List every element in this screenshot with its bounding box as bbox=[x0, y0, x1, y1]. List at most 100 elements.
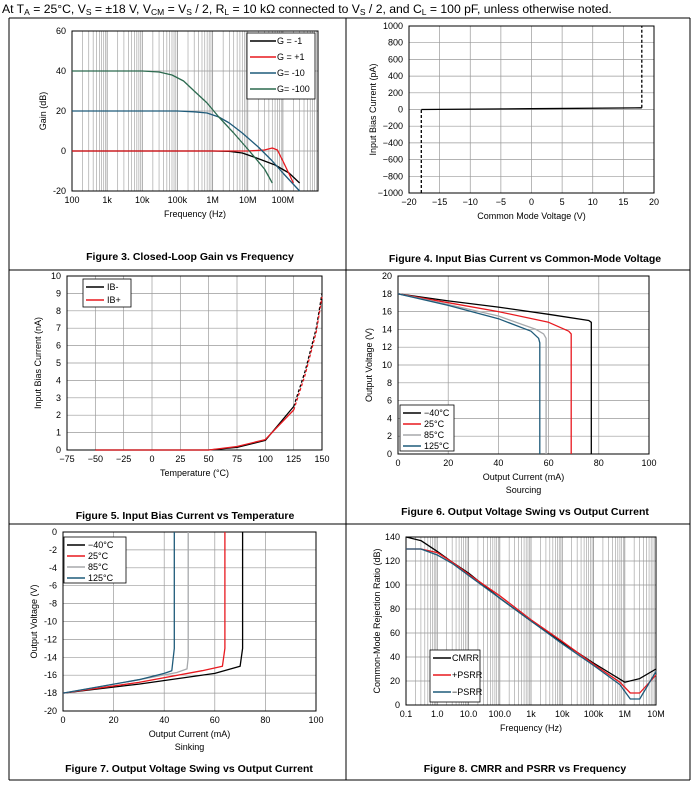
fig8-legend-label: +PSRR bbox=[452, 670, 483, 680]
fig3-xtick-label: 1k bbox=[102, 195, 112, 205]
fig8-series-line--psrr bbox=[406, 548, 657, 700]
fig8-xtick-label: 1M bbox=[618, 709, 631, 719]
fig4-ytick-label: 0 bbox=[398, 105, 403, 115]
fig4-ytick-label: 400 bbox=[388, 71, 403, 81]
fig7-xtick-label: 60 bbox=[210, 715, 220, 725]
fig6-ytick-label: 12 bbox=[382, 342, 392, 352]
fig7-xsublabel: Sinking bbox=[175, 742, 205, 752]
fig6-ytick-label: 10 bbox=[382, 360, 392, 370]
fig3-legend-label: G= -10 bbox=[277, 68, 305, 78]
fig8-xtick-label: 10M bbox=[647, 709, 665, 719]
fig7-ytick-label: -18 bbox=[44, 688, 57, 698]
fig3-caption: Figure 3. Closed-Loop Gain vs Frequency bbox=[86, 251, 294, 263]
fig7-xtick-label: 40 bbox=[159, 715, 169, 725]
fig7-ytick-label: 0 bbox=[52, 527, 57, 537]
fig7-ytick-label: -8 bbox=[49, 599, 57, 609]
fig6-ytick-label: 0 bbox=[387, 449, 392, 459]
fig5-xtick-label: 50 bbox=[204, 454, 214, 464]
fig4-ytick-label: −600 bbox=[383, 155, 403, 165]
fig6-xtick-label: 40 bbox=[493, 458, 503, 468]
fig5-legend-label: IB+ bbox=[107, 295, 121, 305]
fig6-ytick-label: 6 bbox=[387, 396, 392, 406]
fig4-series-group bbox=[420, 26, 643, 193]
fig4-xtick-label: −20 bbox=[401, 197, 416, 207]
fig3-series-line-g-100 bbox=[72, 70, 273, 184]
fig7-xtick-label: 0 bbox=[60, 715, 65, 725]
fig8-xtick-label: 100.0 bbox=[488, 709, 511, 719]
fig7-ytick-label: -6 bbox=[49, 581, 57, 591]
fig5-ytick-label: 8 bbox=[56, 306, 61, 316]
fig6-xtick-label: 60 bbox=[544, 458, 554, 468]
fig5-xtick-label: −75 bbox=[59, 454, 74, 464]
fig3-series-line-g-1 bbox=[72, 147, 294, 184]
fig4-xlabel: Common Mode Voltage (V) bbox=[477, 211, 586, 221]
fig6-ytick-label: 4 bbox=[387, 413, 392, 423]
fig5-ytick-label: 6 bbox=[56, 341, 61, 351]
fig5-ytick-label: 10 bbox=[51, 271, 61, 281]
fig7-ylabel: Output Voltage (V) bbox=[29, 584, 39, 658]
fig7-ytick-label: -2 bbox=[49, 545, 57, 555]
fig5-xtick-label: 100 bbox=[258, 454, 273, 464]
fig6-ytick-label: 18 bbox=[382, 289, 392, 299]
fig4-xtick-label: 0 bbox=[529, 197, 534, 207]
fig6-plot-frame bbox=[397, 275, 650, 455]
fig5-ytick-label: 2 bbox=[56, 410, 61, 420]
fig4-ytick-label: −1000 bbox=[378, 188, 403, 198]
fig5-ytick-label: 9 bbox=[56, 288, 61, 298]
fig3-ylabel: Gain (dB) bbox=[38, 92, 48, 131]
fig6-series-line--40-c bbox=[398, 293, 592, 454]
fig8-ytick-label: 40 bbox=[390, 652, 400, 662]
fig3-series-group bbox=[72, 70, 301, 192]
fig3-xtick-label: 100k bbox=[168, 195, 188, 205]
fig8-ytick-label: 80 bbox=[390, 604, 400, 614]
fig4-xtick-label: 10 bbox=[588, 197, 598, 207]
fig6-legend-label: 25°C bbox=[424, 419, 445, 429]
fig6-xsublabel: Sourcing bbox=[506, 485, 542, 495]
fig8-xtick-label: 10.0 bbox=[460, 709, 478, 719]
fig6-xtick-label: 80 bbox=[594, 458, 604, 468]
fig5-caption: Figure 5. Input Bias Current vs Temperat… bbox=[76, 510, 295, 522]
fig6-xtick-label: 100 bbox=[641, 458, 656, 468]
fig6-ytick-label: 8 bbox=[387, 378, 392, 388]
fig6-series-group bbox=[398, 293, 592, 454]
fig7-ytick-label: -10 bbox=[44, 617, 57, 627]
fig5-xtick-label: −50 bbox=[88, 454, 103, 464]
fig7-caption: Figure 7. Output Voltage Swing vs Output… bbox=[65, 763, 313, 775]
fig8-legend-label: CMRR bbox=[452, 653, 479, 663]
fig6-legend-label: 125°C bbox=[424, 441, 450, 451]
fig3-ytick-label: 40 bbox=[56, 66, 66, 76]
fig5-ytick-label: 4 bbox=[56, 375, 61, 385]
fig8-xtick-label: 1.0 bbox=[431, 709, 444, 719]
fig4-ytick-label: 800 bbox=[388, 38, 403, 48]
fig7-xtick-label: 80 bbox=[260, 715, 270, 725]
fig3-legend-label: G = +1 bbox=[277, 52, 305, 62]
fig8-ytick-label: 60 bbox=[390, 628, 400, 638]
fig8-ytick-label: 140 bbox=[385, 532, 400, 542]
fig5-ylabel: Input Bias Current (nA) bbox=[33, 317, 43, 409]
fig3-series-line-g-10 bbox=[72, 110, 301, 192]
fig6-xtick-label: 0 bbox=[395, 458, 400, 468]
fig7-series-group bbox=[63, 532, 244, 694]
fig4-xtick-label: −5 bbox=[496, 197, 506, 207]
fig6-xlabel: Output Current (mA) bbox=[483, 472, 565, 482]
fig8-xtick-label: 1k bbox=[526, 709, 536, 719]
fig3-xtick-label: 1M bbox=[206, 195, 219, 205]
fig4-ytick-label: −200 bbox=[383, 121, 403, 131]
fig5-legend-label: IB- bbox=[107, 282, 119, 292]
fig5-xtick-label: 25 bbox=[175, 454, 185, 464]
fig6-legend-label: 85°C bbox=[424, 430, 445, 440]
fig3-legend-label: G= -100 bbox=[277, 84, 310, 94]
fig3-legend-label: G = -1 bbox=[277, 36, 302, 46]
fig7-ytick-label: -20 bbox=[44, 706, 57, 716]
fig4-xtick-label: 15 bbox=[618, 197, 628, 207]
fig5-xlabel: Temperature (°C) bbox=[160, 468, 229, 478]
fig7-series-line-25-c bbox=[63, 532, 226, 694]
fig3-ytick-label: -20 bbox=[53, 186, 66, 196]
fig4-xtick-label: 5 bbox=[560, 197, 565, 207]
fig8-caption: Figure 8. CMRR and PSRR vs Frequency bbox=[424, 763, 627, 775]
fig8-xtick-label: 10k bbox=[555, 709, 570, 719]
